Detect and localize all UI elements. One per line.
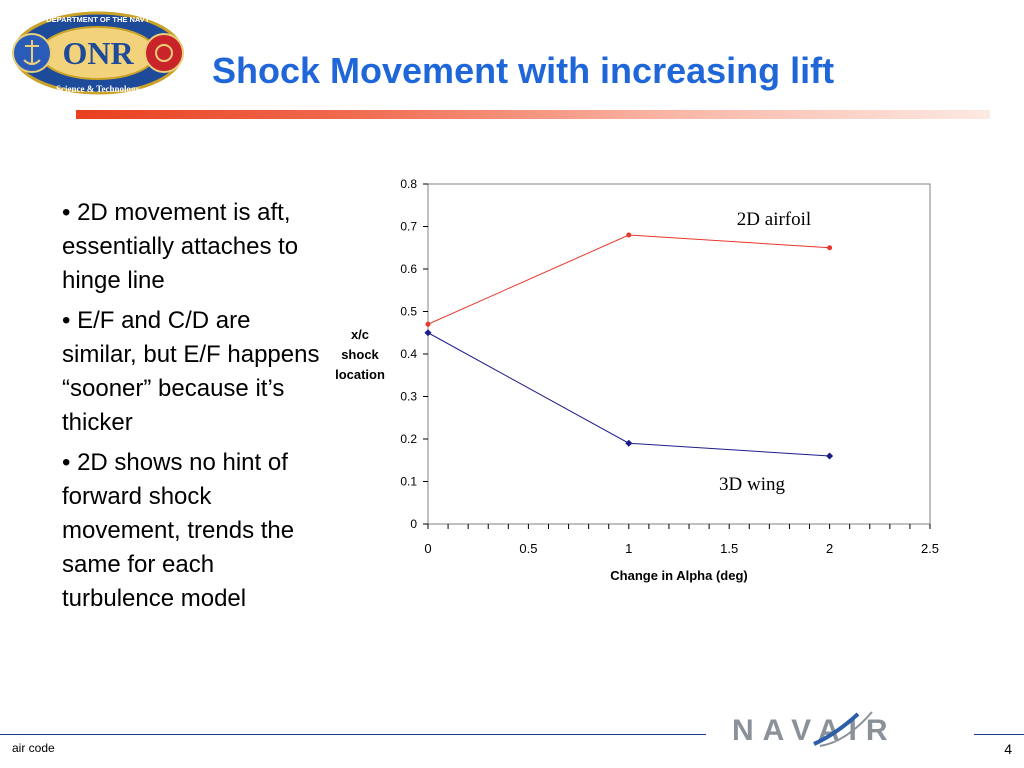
onr-bottom-text: Science & Technology	[56, 84, 141, 94]
y-axis-title: location	[335, 367, 385, 382]
x-tick-label: 2.5	[921, 541, 939, 556]
slide-title: Shock Movement with increasing lift	[212, 50, 835, 91]
y-tick-label: 0.6	[400, 262, 417, 276]
y-tick-label: 0.4	[400, 347, 417, 361]
y-tick-label: 0.1	[400, 475, 417, 489]
data-point	[625, 439, 633, 447]
bullet-item: • 2D movement is aft, essentially attach…	[62, 199, 299, 294]
onr-top-text: DEPARTMENT OF THE NAVY	[46, 15, 149, 24]
x-tick-label: 0.5	[519, 541, 537, 556]
navair-logo-text: NAVAIR	[732, 714, 897, 747]
footer-divider	[0, 734, 706, 735]
x-tick-label: 1.5	[720, 541, 738, 556]
bullet-item: • E/F and C/D are similar, but E/F happe…	[62, 307, 320, 436]
shock-location-chart: 0 0.1 0.2 0.3 0.4 0.5 0.6 0.7 0.8 0 0.5 1 1.5 2 2.5 Cha…	[335, 177, 939, 583]
footer-code: air code	[12, 741, 55, 755]
data-point	[424, 329, 432, 337]
plot-area	[427, 183, 931, 525]
y-tick-label: 0.2	[400, 432, 417, 446]
annotation-3d-wing: 3D wing	[719, 474, 785, 495]
y-tick-label: 0.7	[400, 220, 417, 234]
y-axis-title: x/c	[351, 327, 369, 342]
x-tick-label: 0	[424, 541, 431, 556]
footer-divider	[974, 734, 1024, 735]
onr-logo: ONR DEPARTMENT OF THE NAVY Science & Tec…	[12, 11, 184, 95]
data-point	[425, 321, 431, 327]
navair-logo: NAVAIR	[732, 711, 897, 747]
x-tick-label: 1	[625, 541, 632, 556]
y-axis-title: shock	[341, 347, 379, 362]
title-underline	[76, 110, 990, 119]
bullet-item: • 2D shows no hint of forward shock move…	[62, 449, 295, 612]
y-tick-label: 0	[410, 517, 417, 531]
y-tick-label: 0.5	[400, 305, 417, 319]
bullet-list: • 2D movement is aft, essentially attach…	[62, 196, 322, 622]
annotation-2d-airfoil: 2D airfoil	[737, 209, 811, 230]
x-axis-title: Change in Alpha (deg)	[610, 568, 747, 583]
page-number: 4	[1004, 741, 1012, 757]
data-point	[626, 232, 632, 238]
x-tick-label: 2	[826, 541, 833, 556]
onr-letters: ONR	[62, 35, 134, 71]
y-tick-label: 0.8	[400, 177, 417, 191]
y-tick-label: 0.3	[400, 390, 417, 404]
data-point	[827, 245, 833, 251]
